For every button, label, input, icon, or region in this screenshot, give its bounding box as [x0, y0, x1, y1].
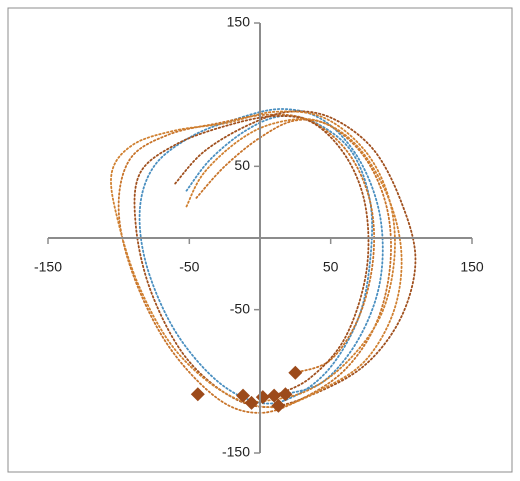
y-tick-label: -150: [222, 444, 250, 460]
x-tick-label: -50: [179, 259, 199, 275]
x-tick-label: 150: [460, 259, 484, 275]
data-point: [278, 387, 293, 402]
series-line: [110, 110, 403, 409]
x-tick-label: 50: [323, 259, 339, 275]
y-tick-label: -50: [230, 300, 250, 316]
data-point: [271, 398, 286, 413]
y-tick-label: 150: [227, 14, 251, 30]
series-line: [138, 108, 384, 405]
data-point: [244, 395, 259, 410]
data-point: [190, 387, 205, 402]
series-line: [133, 110, 417, 409]
series-line: [117, 113, 392, 414]
y-tick-label: 50: [234, 157, 250, 173]
x-tick-label: -150: [34, 259, 62, 275]
data-point: [236, 388, 251, 403]
data-point: [267, 388, 282, 403]
data-point: [288, 365, 303, 380]
